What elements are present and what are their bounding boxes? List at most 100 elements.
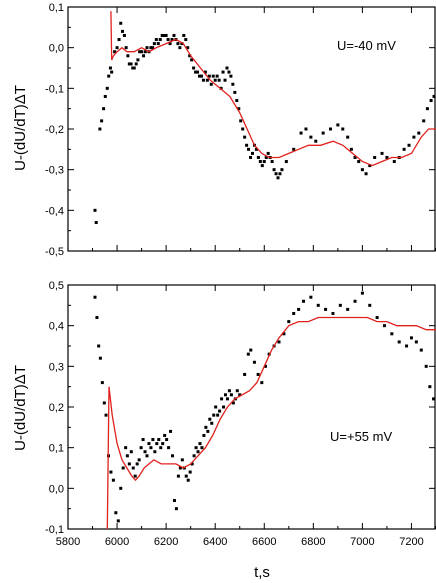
top-data-point [119,21,123,25]
top-data-point [392,160,396,164]
bottom-data-point [390,332,394,336]
bottom-data-point [419,348,423,352]
bottom-data-point [216,413,220,417]
bottom-data-point [225,397,229,401]
bottom-data-point [121,466,125,470]
bottom-data-point [208,417,212,421]
top-data-point [196,70,200,74]
bottom-y-tick-label: -0,1 [45,524,64,536]
bottom-data-point [114,511,118,515]
bottom-data-point [212,413,216,417]
bottom-data-point [141,438,145,442]
bottom-data-point [109,470,113,474]
bottom-data-point [214,405,218,409]
top-data-point [247,147,251,151]
top-data-point [412,135,416,139]
top-data-point [170,38,174,42]
bottom-data-point [145,454,149,458]
bottom-fit-line [106,316,436,529]
bottom-panel-annotation: U=+55 mV [330,429,392,444]
bottom-data-point [229,393,233,397]
top-data-point [158,38,162,42]
top-data-point [110,70,114,74]
bottom-data-point [124,446,128,450]
top-data-point [239,119,243,123]
top-data-point [432,94,436,98]
x-axis-title: t,s [254,564,270,581]
top-data-point [209,82,213,86]
top-data-point [266,151,270,155]
bottom-data-point [409,336,413,340]
bottom-x-tick-label: 6600 [252,536,276,548]
top-data-point [154,38,158,42]
bottom-data-point [100,381,104,385]
bottom-data-point [119,486,123,490]
bottom-data-point [133,474,137,478]
top-data-point [152,42,156,46]
top-fit-line [110,11,436,167]
bottom-data-point [222,405,226,409]
top-data-point [151,46,155,50]
top-data-point [207,74,211,78]
top-data-point [254,147,258,151]
top-data-point [149,46,153,50]
bottom-data-point [155,442,159,446]
bottom-data-point [157,438,161,442]
bottom-data-point [159,446,163,450]
top-data-point [93,208,97,212]
top-data-point [182,33,186,37]
top-data-point [258,160,262,164]
top-data-point [231,82,235,86]
bottom-data-point [227,389,231,393]
bottom-data-point [218,409,222,413]
bottom-data-point [375,316,379,320]
top-data-point [197,74,201,78]
bottom-data-point [129,450,133,454]
bottom-y-tick-label: 0,4 [49,321,64,333]
bottom-data-point [97,344,101,348]
top-data-point [166,38,170,42]
bottom-data-point [282,332,286,336]
top-data-point [192,66,196,70]
bottom-data-point [196,450,200,454]
bottom-data-point [204,425,208,429]
top-data-point [117,38,121,42]
top-y-tick-label: -0,2 [45,124,64,136]
bottom-data-point [188,470,192,474]
bottom-data-point [169,429,173,433]
bottom-data-point [231,401,235,405]
bottom-data-point [161,442,165,446]
top-data-point [162,33,166,37]
bottom-x-tick-label: 7200 [399,536,423,548]
top-data-point [160,33,164,37]
top-panel: U=-40 mV 0,1 0,0 -0,1 -0,2 -0,3 -0,4 -0,5 [45,2,436,258]
bottom-data-point [302,299,306,303]
bottom-data-point [147,442,151,446]
bottom-data-point [116,519,120,523]
top-data-point [357,160,361,164]
top-data-point [223,78,227,82]
top-data-point [102,107,106,111]
top-data-point [107,74,111,78]
bottom-data-point [200,446,204,450]
top-data-point [194,70,198,74]
top-data-point [100,119,104,123]
top-data-point [402,147,406,151]
top-data-point [237,107,241,111]
bottom-data-point [163,433,167,437]
top-data-point [407,143,411,147]
bottom-data-point [125,454,129,458]
bottom-data-point [428,385,432,389]
top-data-point [304,127,308,131]
top-data-point [138,50,142,54]
top-data-point [245,143,249,147]
top-data-point [292,147,296,151]
bottom-data-point [368,303,372,307]
top-data-point [425,107,429,111]
bottom-x-tick-label: 6200 [154,536,178,548]
bottom-data-point [260,381,264,385]
top-data-point [380,151,384,155]
bottom-data-point [360,291,364,295]
top-y-tick-label: -0,4 [45,205,64,217]
bottom-data-point [127,462,131,466]
